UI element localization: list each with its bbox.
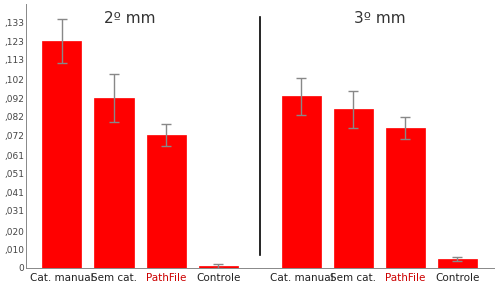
Bar bbox=[199, 266, 238, 268]
Bar bbox=[334, 109, 373, 268]
Text: 2º mm: 2º mm bbox=[104, 11, 155, 26]
Bar bbox=[386, 128, 425, 268]
Bar bbox=[146, 135, 186, 268]
Bar bbox=[438, 259, 477, 268]
Text: 3º mm: 3º mm bbox=[354, 11, 405, 26]
Bar bbox=[282, 96, 321, 268]
Bar bbox=[95, 98, 133, 268]
Bar bbox=[42, 41, 82, 268]
